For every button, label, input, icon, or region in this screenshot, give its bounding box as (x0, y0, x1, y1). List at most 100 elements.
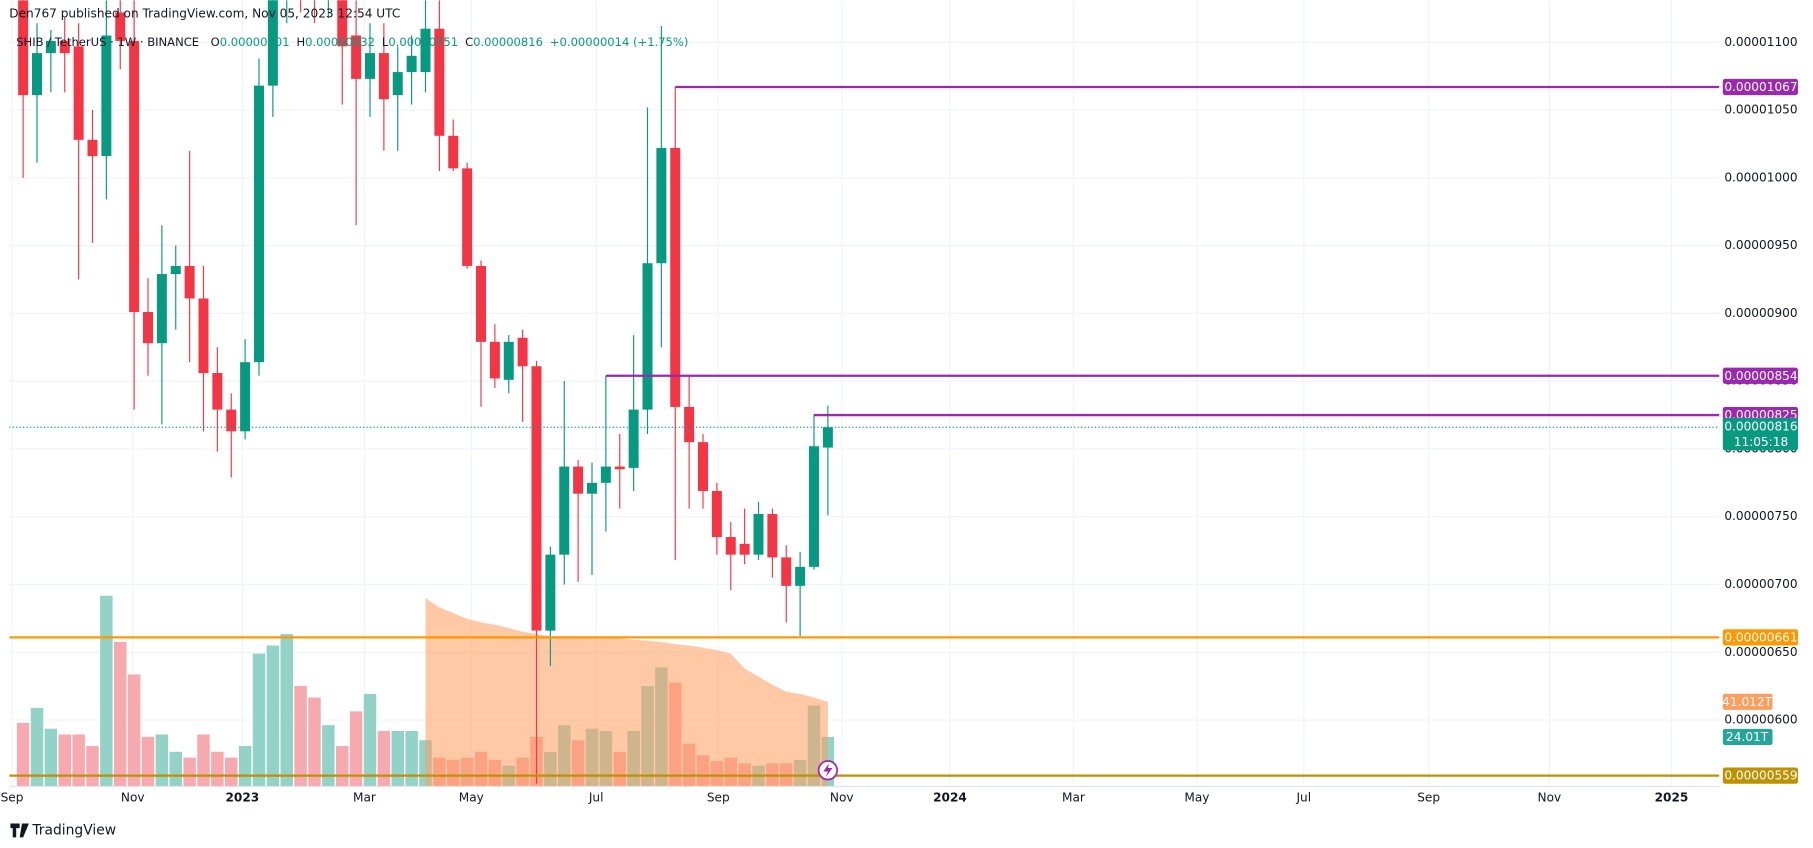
candle-body (212, 373, 223, 410)
candle-body (781, 557, 792, 586)
legend-change: +0.00000014 (+1.75%) (550, 34, 689, 48)
candle-body (240, 362, 251, 432)
volume-bar (169, 751, 182, 787)
volume-bar (114, 642, 127, 787)
candle-body (600, 466, 611, 483)
y-tick-label: 0.00000600 (1724, 713, 1797, 727)
axes: 0.00001100 0.00001050 0.00001000 0.00000950… (1, 35, 1798, 805)
volume-bar (127, 674, 141, 787)
volume-bar (86, 746, 99, 787)
volume-bar (183, 757, 196, 787)
volume-average-area (425, 598, 828, 787)
x-tick-label: 2025 (1655, 791, 1689, 805)
volume-bar (100, 595, 113, 787)
x-tick-label: Jul (588, 791, 604, 805)
grid (9, 0, 1720, 787)
x-tick-label: Sep (1417, 791, 1440, 805)
legend-line: SHIB / TetherUS · 1W · BINANCE O0.0000080… (16, 34, 688, 48)
candle-body (198, 298, 209, 374)
volume-bar (322, 725, 335, 787)
alert-icon (817, 760, 838, 781)
candle-body (614, 466, 625, 470)
legend-key: L (382, 34, 389, 48)
level-label-box (1722, 367, 1798, 384)
x-tick-label: Sep (1, 791, 24, 805)
countdown-label: 11:05:18 (1734, 435, 1788, 449)
volume-bar (225, 757, 238, 787)
volume-bar (308, 697, 321, 787)
candle-body (753, 514, 764, 555)
candle-body (573, 466, 584, 494)
volume-bar (30, 707, 44, 787)
plot-area (9, 0, 1720, 787)
candle-body (378, 53, 389, 100)
candle-body (87, 139, 98, 157)
candle-body (476, 265, 486, 342)
y-tick-label: 0.00001050 (1724, 103, 1797, 117)
brand-logo (10, 823, 29, 838)
candle-body (656, 147, 667, 264)
x-tick-label: Sep (707, 791, 730, 805)
candle-body (587, 482, 597, 494)
volume-bar (266, 645, 280, 787)
candle-body (628, 409, 639, 468)
y-tick-label: 0.00001000 (1724, 170, 1797, 184)
candle-body (517, 337, 528, 367)
candle-body (365, 53, 375, 79)
candle-body (184, 265, 195, 299)
candle-body (739, 543, 750, 555)
candle-body (392, 72, 403, 96)
volume-bar (141, 736, 155, 787)
volume-bar (16, 722, 30, 787)
legend-key: H (296, 34, 305, 48)
legend-key: O (211, 34, 220, 48)
candle-body (32, 53, 42, 96)
level-label: 0.00000661 (1724, 630, 1797, 644)
brand-name: TradingView (31, 822, 116, 838)
candle-body (59, 40, 70, 54)
candle-body (18, 0, 29, 96)
legend-value: 0.00000816 (473, 34, 543, 48)
x-tick-label: 2024 (933, 791, 967, 805)
x-tick-label: Nov (1538, 791, 1562, 805)
candle-body (337, 0, 348, 47)
volume-label-box (1722, 728, 1773, 746)
price-label: 0.00000816 (1724, 420, 1797, 434)
legend-value: 0.00000751 (388, 34, 458, 48)
price-label-box (1722, 417, 1798, 451)
y-tick-label: 0.00000900 (1724, 306, 1797, 320)
candle-body (143, 312, 153, 344)
candle-body (101, 35, 112, 157)
x-tick-label: May (1184, 791, 1209, 805)
legend-value: 0.00000801 (220, 34, 290, 48)
candle-body (531, 366, 542, 631)
volume-bar (391, 730, 404, 787)
volume-bar (155, 734, 169, 787)
volume-bar (211, 751, 224, 787)
candle-body (254, 85, 264, 363)
candle-body (129, 40, 140, 313)
volume-bar (197, 734, 210, 787)
volume-bar (44, 728, 58, 787)
candle-body (698, 442, 708, 491)
volume-bar (405, 730, 418, 787)
candle-body (684, 406, 695, 443)
candle-body (711, 490, 722, 538)
x-tick-label: Nov (121, 791, 145, 805)
x-tick-label: Mar (353, 791, 376, 805)
volume-bar (72, 734, 85, 787)
volume-label: 41.012T (1722, 695, 1772, 709)
candle-body (406, 55, 417, 73)
volume-bar (280, 633, 293, 787)
x-tick-label: Nov (830, 791, 854, 805)
legend-value: 0.00000832 (305, 34, 375, 48)
candle-body (725, 537, 736, 555)
volume-bar (336, 746, 349, 787)
candle-body (559, 466, 570, 555)
candle-body (670, 147, 681, 407)
candle-body (434, 28, 445, 136)
candle-body (170, 265, 181, 275)
volume-label: 24.01T (1726, 730, 1769, 744)
volume-bar (363, 694, 377, 787)
